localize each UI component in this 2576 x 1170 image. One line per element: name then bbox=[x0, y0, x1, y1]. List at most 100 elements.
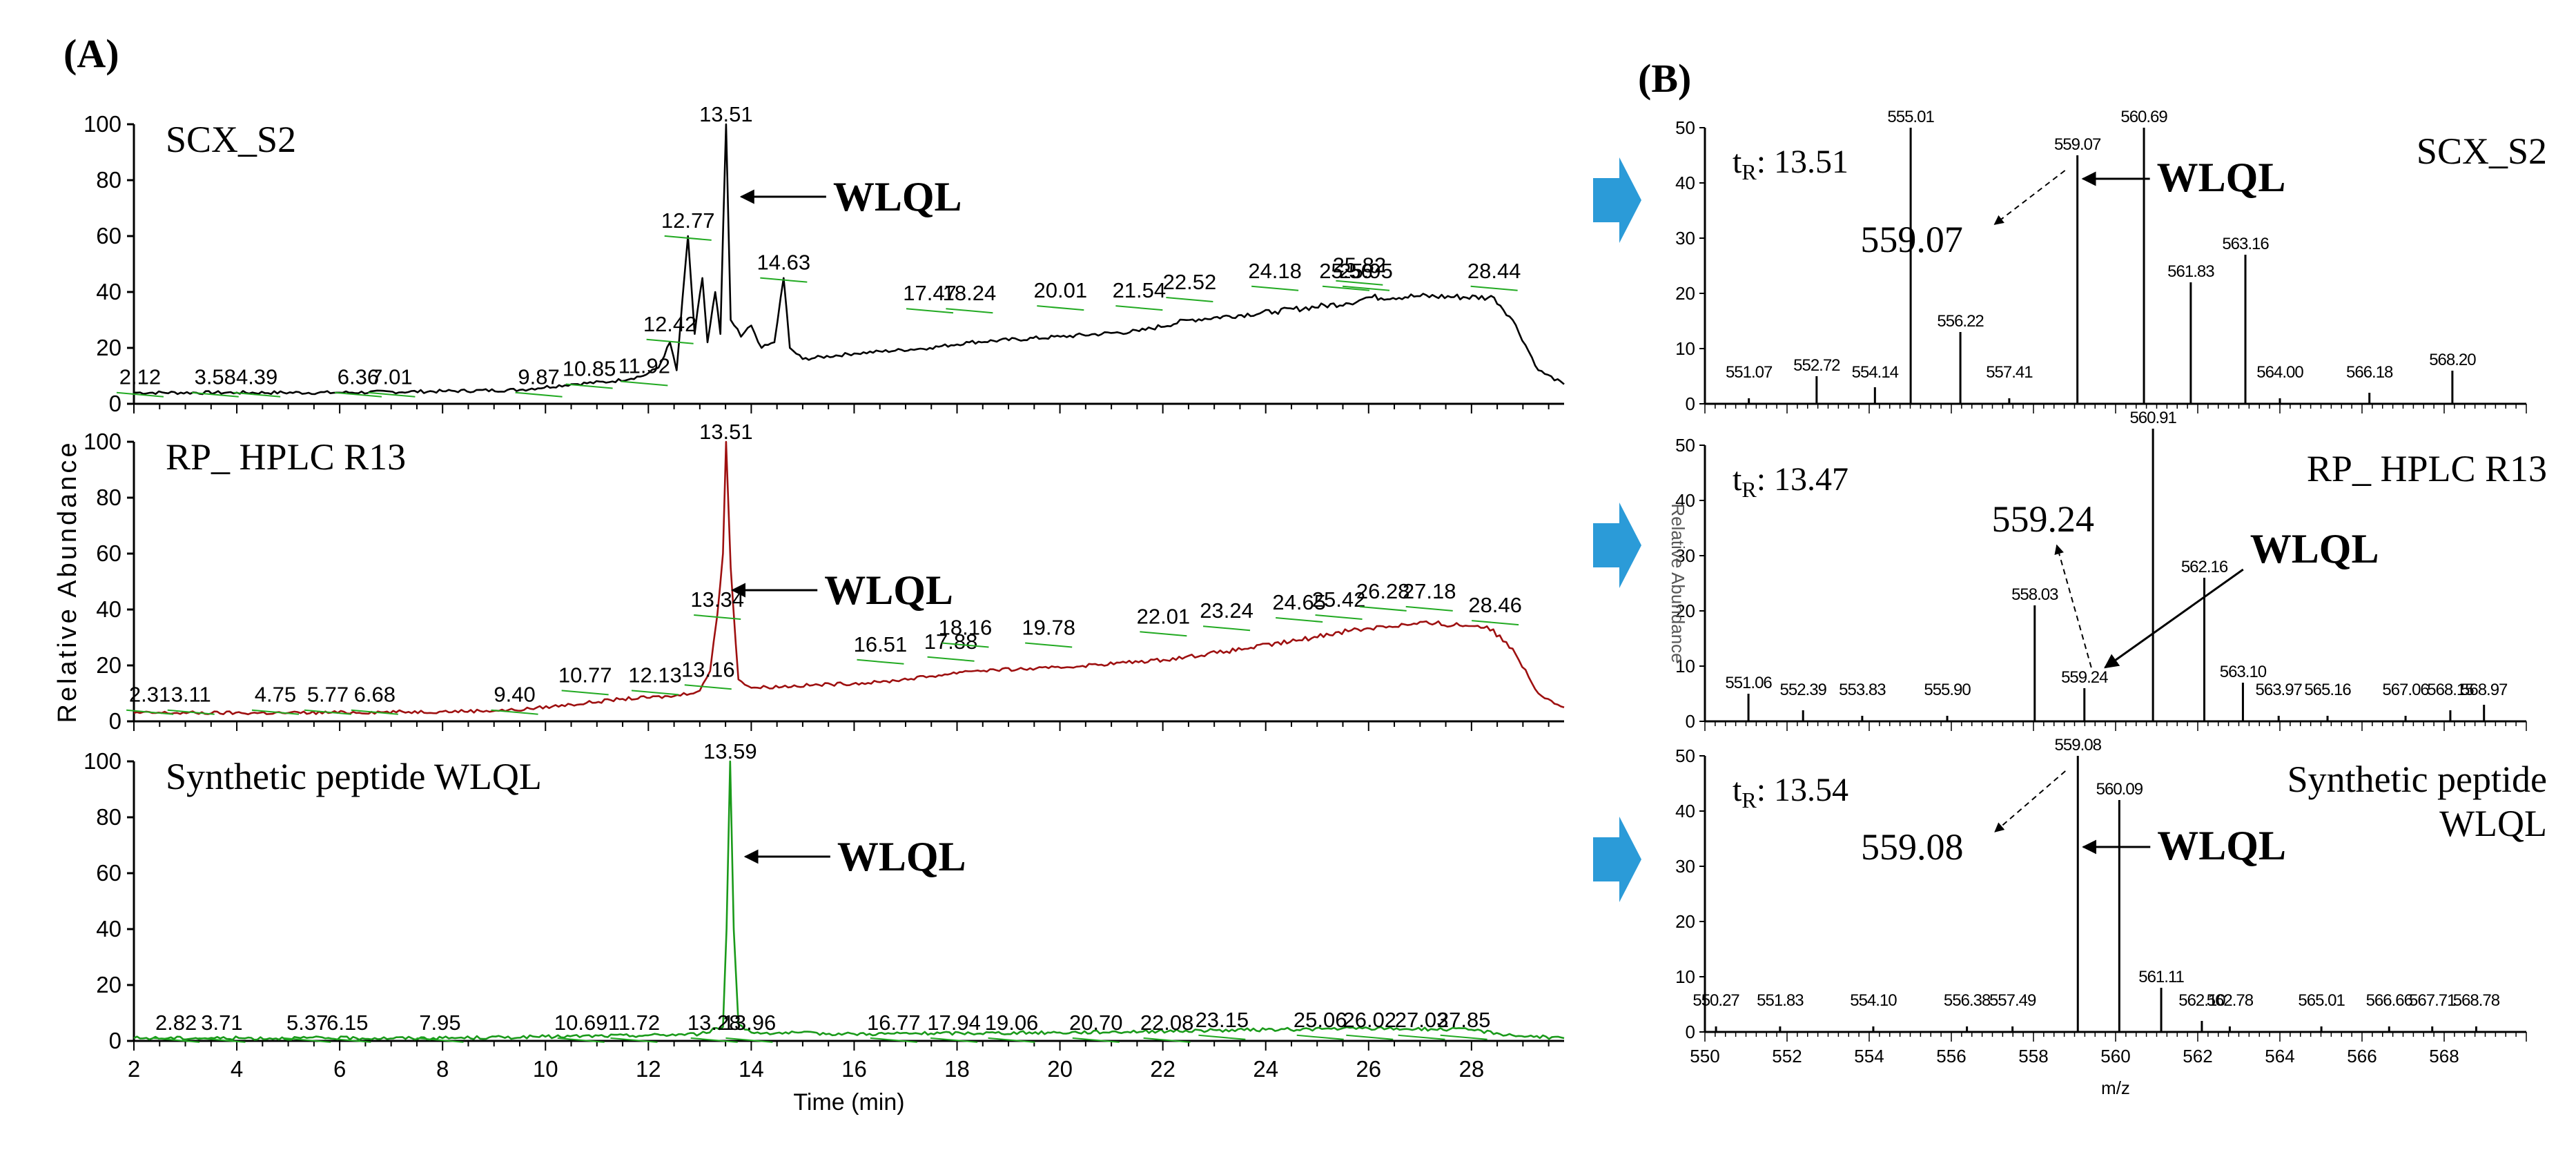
peak-marker bbox=[1405, 605, 1453, 612]
y-tick-label: 40 bbox=[1675, 173, 1695, 193]
peak-label: 563.97 bbox=[2256, 681, 2303, 699]
y-tick-label: 0 bbox=[109, 391, 121, 416]
y-tick-label: 40 bbox=[96, 916, 121, 942]
peak-marker bbox=[304, 709, 352, 715]
peak-marker bbox=[1166, 297, 1213, 302]
y-tick-label: 30 bbox=[1675, 856, 1695, 877]
y-tick-label: 10 bbox=[1675, 656, 1695, 676]
peak-marker bbox=[1140, 631, 1187, 637]
spectrum-title: RP_ HPLC R13 bbox=[2307, 448, 2547, 489]
y-tick-label: 80 bbox=[96, 167, 121, 193]
peak-label: 568.15 bbox=[2427, 681, 2474, 699]
peak-marker bbox=[284, 1037, 331, 1043]
peak-label: 3.11 bbox=[171, 683, 211, 707]
peak-label: 555.01 bbox=[1887, 108, 1934, 126]
peak-marker bbox=[1470, 285, 1518, 291]
chrom-rp-chart: 0 20 40 60 80 100 2.31 3.11 4.75 5.77 6.68 9.40 10.7… bbox=[53, 420, 1565, 734]
retention-time: tR: 13.54 bbox=[1733, 772, 1848, 812]
peak-marker bbox=[368, 391, 416, 398]
peak-label: 550.27 bbox=[1692, 991, 1739, 1010]
y-tick-label: 40 bbox=[96, 596, 121, 622]
peak-label: 28.46 bbox=[1468, 593, 1522, 617]
peak-label: 567.71 bbox=[2409, 991, 2456, 1010]
peak-marker bbox=[1072, 1037, 1120, 1043]
peak-marker bbox=[334, 391, 382, 398]
peak-label: 16.51 bbox=[854, 632, 908, 656]
y-tick-label: 10 bbox=[1675, 966, 1695, 987]
peak-label: 23.15 bbox=[1196, 1008, 1249, 1032]
peak-marker bbox=[646, 338, 694, 344]
peak-label: 10.77 bbox=[558, 663, 612, 687]
chromatogram-trace bbox=[133, 760, 1565, 1041]
trace-title: SCX_S2 bbox=[166, 119, 296, 160]
peak-label: 9.87 bbox=[518, 365, 559, 389]
peak-label: 4.75 bbox=[255, 683, 296, 707]
y-tick-label: 100 bbox=[84, 111, 121, 137]
peak-label: 559.07 bbox=[2054, 135, 2101, 154]
peak-label: 27.03 bbox=[1395, 1008, 1449, 1032]
peak-label: 26.28 bbox=[1356, 579, 1410, 603]
y-tick-label: 20 bbox=[1675, 601, 1695, 621]
x-axis-label: m/z bbox=[2101, 1078, 2130, 1098]
peak-label: 6.68 bbox=[354, 683, 396, 707]
x-tick-label: 10 bbox=[533, 1056, 558, 1082]
y-tick-label: 0 bbox=[109, 1028, 121, 1053]
x-tick-label: 556 bbox=[1936, 1046, 1966, 1066]
x-tick-label: 562 bbox=[2183, 1046, 2212, 1066]
peak-marker bbox=[684, 684, 732, 690]
peak-marker bbox=[233, 391, 281, 398]
peak-marker bbox=[631, 690, 679, 696]
wlql-label: WLQL bbox=[837, 834, 966, 879]
peak-label: 563.10 bbox=[2220, 663, 2267, 681]
peak-marker bbox=[1472, 620, 1519, 626]
peak-label: 13.96 bbox=[723, 1011, 777, 1035]
peak-marker bbox=[906, 308, 954, 314]
peak-label: 562.78 bbox=[2207, 991, 2254, 1010]
spectrum-title: Synthetic peptide bbox=[2287, 759, 2547, 800]
peak-marker bbox=[1322, 285, 1370, 291]
y-tick-label: 20 bbox=[96, 972, 121, 997]
peak-label: 7.95 bbox=[419, 1011, 460, 1035]
x-tick-label: 20 bbox=[1047, 1056, 1073, 1082]
trace-title: Synthetic peptide WLQL bbox=[166, 756, 542, 797]
peak-label: 17.47 bbox=[903, 281, 957, 305]
peak-marker bbox=[116, 391, 164, 398]
peak-marker bbox=[927, 656, 975, 662]
peak-marker bbox=[870, 1037, 917, 1043]
peak-label: 557.49 bbox=[1989, 991, 2036, 1010]
x-tick-label: 26 bbox=[1356, 1056, 1381, 1082]
peak-label: 22.52 bbox=[1163, 270, 1217, 294]
peak-label: 568.20 bbox=[2429, 351, 2476, 369]
peak-label: 26.02 bbox=[1343, 1008, 1396, 1032]
peak-label: 554.14 bbox=[1852, 363, 1899, 382]
peak-label: 565.16 bbox=[2304, 681, 2351, 699]
peak-marker bbox=[1025, 642, 1073, 648]
dashed-arrow bbox=[2054, 544, 2092, 668]
peak-label: 552.72 bbox=[1793, 356, 1840, 375]
y-tick-label: 10 bbox=[1675, 338, 1695, 359]
peak-marker bbox=[760, 277, 808, 283]
y-tick-label: 80 bbox=[96, 485, 121, 510]
highlight-mz-label: 559.07 bbox=[1860, 219, 1963, 260]
peak-label: 551.07 bbox=[1726, 363, 1773, 382]
x-tick-label: 14 bbox=[739, 1056, 764, 1082]
peak-label: 20.01 bbox=[1034, 278, 1088, 302]
peak-marker bbox=[1251, 285, 1299, 291]
peak-label: 551.83 bbox=[1757, 991, 1804, 1010]
peak-label: 25.42 bbox=[1312, 587, 1366, 612]
peak-label: 566.66 bbox=[2366, 991, 2413, 1010]
peak-label: 562.16 bbox=[2181, 558, 2228, 576]
x-tick-label: 18 bbox=[944, 1056, 970, 1082]
peak-marker bbox=[664, 235, 712, 241]
ms-rp-chart: 0 10 20 30 40 50 Relative Abundance 551.06 552.3… bbox=[1668, 409, 2547, 732]
peak-label: 551.06 bbox=[1725, 674, 1772, 692]
peak-label: 12.13 bbox=[628, 663, 682, 687]
panel-b-label: (B) bbox=[1638, 56, 1692, 101]
peak-label: 27.18 bbox=[1403, 579, 1456, 603]
x-tick-label: 566 bbox=[2347, 1046, 2377, 1066]
y-tick-label: 20 bbox=[1675, 911, 1695, 932]
peak-marker bbox=[416, 1037, 464, 1043]
peak-marker bbox=[515, 391, 563, 398]
